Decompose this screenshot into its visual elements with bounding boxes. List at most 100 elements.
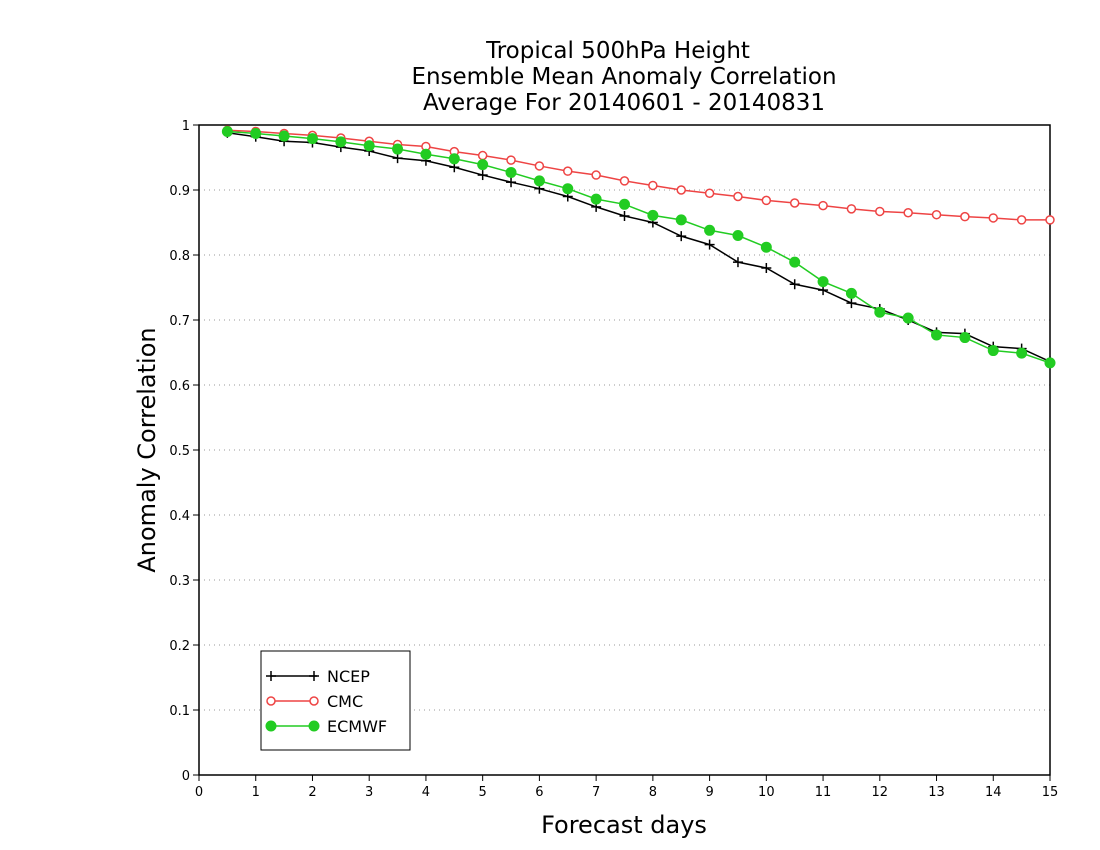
data-point-ncep	[789, 279, 800, 290]
y-tick-label-4: 0.4	[169, 509, 190, 524]
data-point-ecmwf	[392, 143, 404, 155]
data-point-cmc	[676, 185, 686, 195]
legend: NCEP CMC ECMWF	[260, 650, 411, 751]
x-tick-label-13: 13	[928, 785, 945, 800]
data-point-ecmwf	[675, 214, 687, 226]
x-tick-label-14: 14	[985, 785, 1002, 800]
data-point-ncep	[477, 170, 488, 181]
data-point-ecmwf	[477, 159, 489, 171]
data-point-cmc	[789, 198, 800, 208]
data-point-ecmwf	[647, 209, 659, 221]
x-tick-label-9: 9	[705, 785, 713, 800]
x-tick-label-15: 15	[1042, 785, 1059, 800]
y-tick-label-3: 0.3	[169, 574, 190, 589]
data-point-ecmwf	[959, 332, 971, 344]
data-point-ncep	[704, 239, 715, 250]
y-tick-label-8: 0.8	[169, 249, 190, 264]
data-point-cmc	[563, 166, 573, 176]
legend-label-cmc: CMC	[327, 692, 363, 711]
y-tick-label-0: 0	[182, 769, 190, 784]
data-point-ncep	[846, 298, 857, 309]
x-tick-label-1: 1	[252, 785, 260, 800]
legend-item-ncep: NCEP	[266, 667, 370, 686]
series-ecmwf	[221, 126, 1056, 369]
data-point-cmc	[1016, 215, 1027, 225]
data-point-ecmwf	[987, 345, 999, 357]
data-point-ecmwf	[533, 175, 545, 187]
x-tick-label-7: 7	[592, 785, 600, 800]
legend-marker-cmc	[309, 696, 319, 706]
y-tick-label-5: 0.5	[169, 444, 190, 459]
chart-title: Tropical 500hPa Height Ensemble Mean Ano…	[411, 38, 836, 116]
data-point-ecmwf	[505, 166, 517, 178]
x-tick-label-4: 4	[422, 785, 430, 800]
x-tick-label-5: 5	[479, 785, 487, 800]
legend-marker-ecmwf	[308, 720, 320, 732]
data-point-ecmwf	[732, 230, 744, 241]
y-tick-label-1: 0.1	[169, 704, 190, 719]
data-point-ecmwf	[845, 287, 857, 299]
data-point-ecmwf	[619, 198, 630, 210]
x-tick-label-8: 8	[649, 785, 657, 800]
data-point-ncep	[761, 263, 772, 273]
x-tick-label-0: 0	[195, 785, 203, 800]
plot-series	[221, 125, 1056, 369]
data-point-cmc	[506, 155, 516, 165]
legend-label-ecmwf: ECMWF	[327, 717, 387, 736]
data-point-cmc	[477, 150, 488, 161]
data-point-ecmwf	[1044, 357, 1056, 369]
x-tick-label-2: 2	[308, 785, 316, 800]
data-point-cmc	[761, 195, 772, 206]
data-point-ecmwf	[902, 312, 914, 324]
data-point-cmc	[648, 180, 658, 191]
data-point-ecmwf	[590, 193, 602, 205]
title-line-1: Tropical 500hPa Height	[485, 38, 750, 64]
y-axis-label: Anomaly Correlation	[133, 327, 161, 572]
legend-item-ecmwf: ECMWF	[265, 717, 387, 736]
data-point-ecmwf	[931, 329, 943, 341]
x-tick-label-11: 11	[815, 785, 832, 800]
legend-marker-ncep	[266, 671, 276, 681]
data-point-ncep	[619, 211, 630, 221]
title-line-2: Ensemble Mean Anomaly Correlation	[411, 64, 836, 90]
legend-marker-cmc	[266, 696, 276, 706]
data-point-cmc	[591, 170, 601, 180]
y-tick-label-2: 0.2	[169, 639, 190, 654]
data-point-ecmwf	[562, 183, 574, 195]
legend-marker-ecmwf	[265, 720, 277, 732]
series-line-ecmwf	[227, 130, 1051, 364]
data-point-ecmwf	[817, 276, 829, 288]
data-point-ecmwf	[789, 256, 801, 268]
data-point-cmc	[903, 208, 913, 218]
series-line-ncep	[227, 132, 1051, 363]
data-point-cmc	[534, 161, 545, 171]
data-point-cmc	[960, 211, 970, 222]
data-point-cmc	[875, 206, 885, 217]
title-line-3: Average For 20140601 - 20140831	[423, 90, 825, 116]
data-point-cmc	[988, 213, 999, 223]
x-tick-label-12: 12	[872, 785, 889, 800]
data-point-ecmwf	[420, 148, 432, 160]
data-point-cmc	[818, 200, 828, 211]
data-point-cmc	[704, 188, 715, 198]
x-tick-label-10: 10	[758, 785, 775, 800]
data-point-ecmwf	[874, 306, 886, 318]
legend-marker-ncep	[309, 671, 319, 681]
data-point-ncep	[506, 177, 517, 188]
y-tick-label-10: 1	[182, 119, 190, 134]
data-point-ecmwf	[760, 241, 772, 253]
axes: 00.10.20.30.40.50.60.70.80.910 1 2 3 4 5 6 7 8 9 1…	[169, 119, 1058, 800]
data-point-cmc	[931, 209, 942, 220]
data-point-ecmwf	[704, 224, 716, 236]
data-point-ncep	[732, 257, 743, 268]
y-tick-label-7: 0.7	[169, 314, 190, 329]
x-tick-label-3: 3	[365, 785, 373, 800]
y-tick-label-9: 0.9	[169, 184, 190, 199]
data-point-ecmwf	[250, 127, 262, 139]
data-point-ecmwf	[306, 133, 318, 145]
data-point-ecmwf	[278, 130, 290, 142]
data-point-ncep	[676, 231, 687, 242]
data-point-cmc	[733, 191, 743, 202]
x-tick-label-6: 6	[535, 785, 543, 800]
